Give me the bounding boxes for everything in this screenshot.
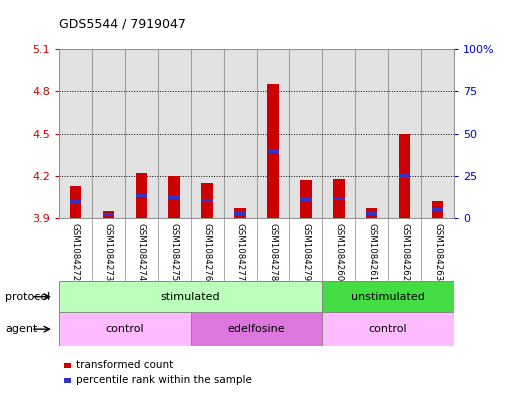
Bar — [168, 195, 180, 199]
Text: GSM1084273: GSM1084273 — [104, 223, 113, 281]
Bar — [234, 211, 246, 215]
Bar — [64, 363, 71, 368]
Text: GSM1084260: GSM1084260 — [334, 223, 343, 281]
Text: GSM1084261: GSM1084261 — [367, 223, 376, 281]
Bar — [333, 179, 345, 218]
Bar — [135, 194, 147, 197]
Bar — [64, 378, 71, 383]
Bar — [432, 201, 443, 218]
Bar — [421, 49, 454, 218]
Bar — [256, 49, 289, 218]
Text: GSM1084278: GSM1084278 — [268, 223, 278, 281]
Bar — [432, 208, 443, 211]
Bar — [322, 312, 454, 346]
Bar — [267, 149, 279, 153]
Bar — [300, 197, 311, 201]
Bar — [103, 213, 114, 217]
Text: GSM1084276: GSM1084276 — [203, 223, 212, 281]
Text: GSM1084275: GSM1084275 — [170, 223, 179, 281]
Bar — [92, 49, 125, 218]
Bar — [322, 281, 454, 312]
Text: GSM1084277: GSM1084277 — [235, 223, 245, 281]
Text: protocol: protocol — [5, 292, 50, 302]
Text: control: control — [106, 324, 144, 334]
Bar — [267, 84, 279, 218]
Bar — [322, 49, 355, 218]
Bar — [59, 312, 191, 346]
Text: edelfosine: edelfosine — [228, 324, 285, 334]
Text: transformed count: transformed count — [76, 360, 173, 371]
Text: GSM1084263: GSM1084263 — [433, 223, 442, 281]
Bar — [366, 211, 378, 215]
Text: GSM1084279: GSM1084279 — [301, 223, 310, 281]
Bar — [70, 186, 81, 218]
Bar — [191, 312, 322, 346]
Bar — [300, 180, 311, 218]
Bar — [333, 196, 345, 200]
Text: GDS5544 / 7919047: GDS5544 / 7919047 — [59, 18, 186, 31]
Bar — [399, 134, 410, 218]
Bar — [388, 49, 421, 218]
Bar — [399, 174, 410, 178]
Bar — [366, 208, 378, 218]
Text: stimulated: stimulated — [161, 292, 221, 302]
Text: agent: agent — [5, 324, 37, 334]
Text: GSM1084262: GSM1084262 — [400, 223, 409, 281]
Bar — [289, 49, 322, 218]
Bar — [202, 183, 213, 218]
Bar — [70, 200, 81, 204]
Bar — [355, 49, 388, 218]
Bar — [234, 208, 246, 218]
Text: GSM1084272: GSM1084272 — [71, 223, 80, 281]
Text: percentile rank within the sample: percentile rank within the sample — [76, 375, 252, 386]
Bar — [168, 176, 180, 218]
Bar — [135, 173, 147, 218]
Bar — [191, 49, 224, 218]
Bar — [59, 49, 92, 218]
Text: unstimulated: unstimulated — [351, 292, 425, 302]
Text: control: control — [369, 324, 407, 334]
Text: GSM1084274: GSM1084274 — [137, 223, 146, 281]
Bar — [202, 199, 213, 202]
Bar — [157, 49, 191, 218]
Bar — [224, 49, 256, 218]
Bar — [125, 49, 157, 218]
Bar — [59, 281, 322, 312]
Bar — [103, 211, 114, 218]
